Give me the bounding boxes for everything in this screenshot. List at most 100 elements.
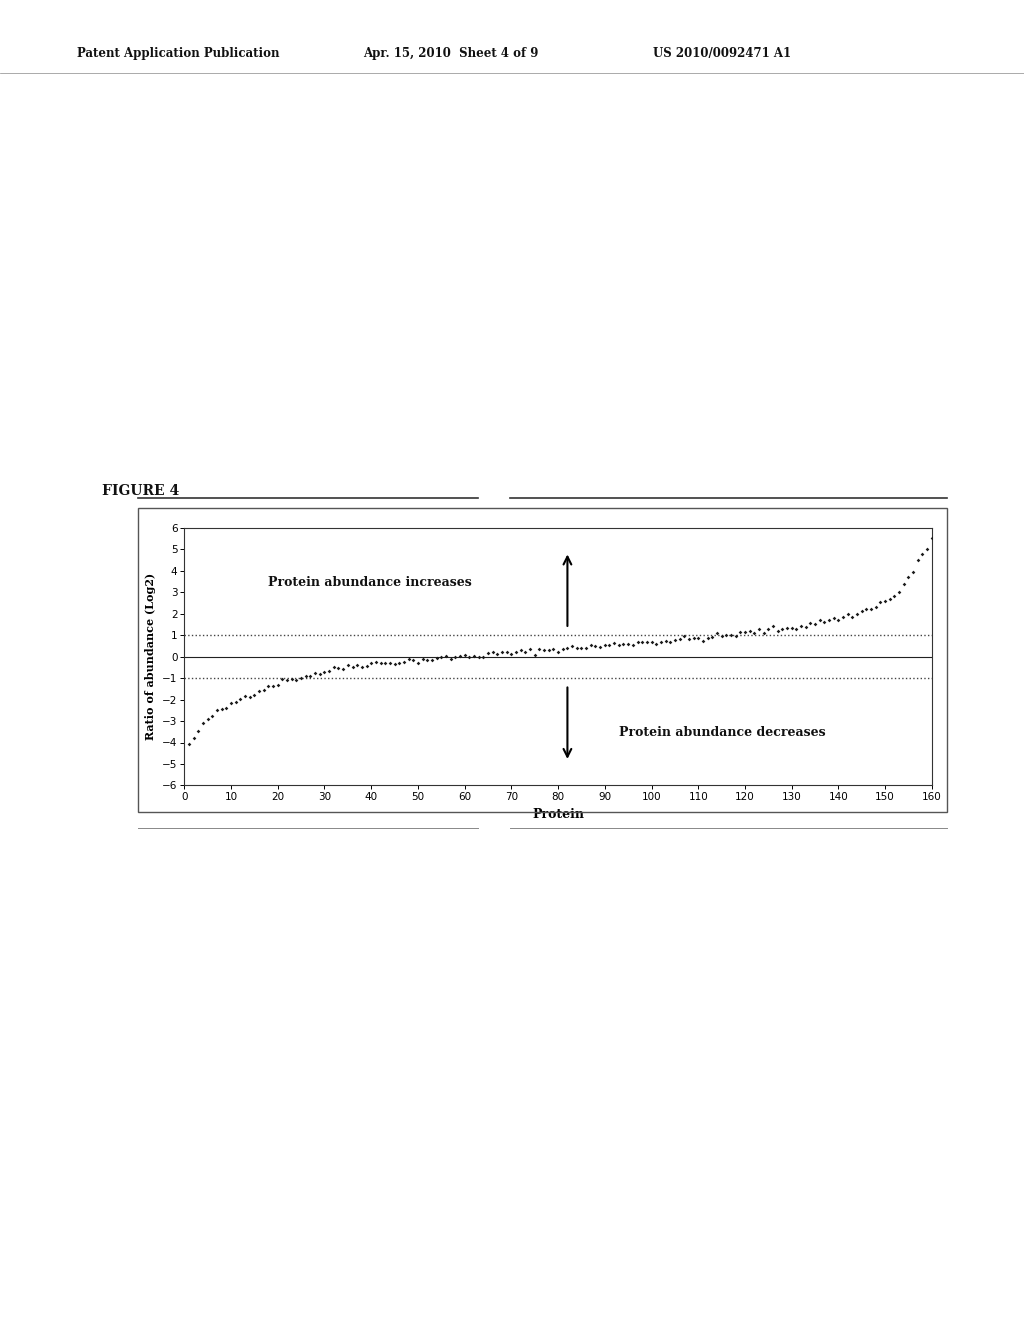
- Point: [788, 619, 805, 640]
- Point: [438, 645, 455, 667]
- Point: [821, 610, 838, 631]
- Point: [293, 667, 309, 688]
- X-axis label: Protein: Protein: [532, 808, 584, 821]
- Point: [256, 680, 272, 701]
- Point: [279, 669, 295, 690]
- Text: FIGURE 4: FIGURE 4: [102, 484, 179, 498]
- Point: [568, 638, 585, 659]
- Point: [662, 631, 678, 652]
- Point: [344, 656, 360, 677]
- Point: [630, 632, 646, 653]
- Point: [307, 663, 324, 684]
- Point: [424, 649, 440, 671]
- Point: [461, 645, 477, 667]
- Point: [643, 631, 659, 652]
- Point: [265, 676, 282, 697]
- Point: [195, 713, 211, 734]
- Point: [783, 618, 800, 639]
- Point: [185, 727, 202, 748]
- Point: [807, 614, 823, 635]
- Point: [690, 628, 707, 649]
- Point: [685, 627, 701, 648]
- Point: [900, 566, 916, 587]
- Point: [218, 697, 234, 718]
- Point: [578, 638, 594, 659]
- Point: [457, 644, 473, 665]
- Point: [699, 627, 716, 648]
- Point: [349, 653, 366, 675]
- Point: [727, 626, 743, 647]
- Point: [830, 610, 847, 631]
- Point: [882, 587, 898, 609]
- Point: [564, 635, 581, 656]
- Point: [428, 647, 444, 668]
- Point: [316, 661, 333, 682]
- Point: [756, 622, 772, 643]
- Text: Apr. 15, 2010  Sheet 4 of 9: Apr. 15, 2010 Sheet 4 of 9: [364, 46, 539, 59]
- Point: [732, 622, 749, 643]
- Point: [610, 635, 627, 656]
- Point: [470, 647, 486, 668]
- Point: [555, 639, 571, 660]
- Point: [648, 634, 665, 655]
- Point: [321, 661, 337, 682]
- Point: [573, 638, 590, 659]
- Point: [298, 665, 314, 686]
- Point: [550, 642, 566, 663]
- Point: [793, 615, 809, 636]
- Point: [227, 690, 244, 711]
- Point: [326, 656, 342, 677]
- Point: [779, 618, 796, 639]
- Point: [639, 631, 655, 652]
- Point: [844, 607, 860, 628]
- Point: [769, 620, 785, 642]
- Point: [872, 591, 889, 612]
- Point: [522, 639, 539, 660]
- Point: [331, 657, 347, 678]
- Point: [606, 632, 623, 653]
- Point: [723, 624, 739, 645]
- Point: [526, 644, 543, 665]
- Point: [494, 642, 510, 663]
- Point: [672, 628, 688, 649]
- Point: [681, 628, 697, 649]
- Point: [760, 619, 776, 640]
- Y-axis label: Ratio of abundance (Log2): Ratio of abundance (Log2): [145, 573, 157, 741]
- Text: US 2010/0092471 A1: US 2010/0092471 A1: [653, 46, 792, 59]
- Point: [503, 643, 519, 664]
- Point: [447, 647, 464, 668]
- Point: [924, 527, 940, 548]
- Point: [204, 706, 220, 727]
- Point: [896, 573, 912, 594]
- Point: [751, 619, 767, 640]
- Point: [284, 668, 300, 689]
- Point: [415, 648, 431, 669]
- Point: [914, 544, 931, 565]
- Point: [798, 616, 814, 638]
- Point: [741, 620, 758, 642]
- Text: Protein abundance decreases: Protein abundance decreases: [618, 726, 825, 739]
- Point: [587, 635, 603, 656]
- Point: [667, 630, 683, 651]
- Point: [517, 642, 534, 663]
- Point: [508, 642, 524, 663]
- Point: [358, 656, 375, 677]
- Point: [891, 581, 907, 602]
- Point: [433, 645, 450, 667]
- Point: [634, 631, 650, 652]
- Point: [840, 603, 856, 624]
- Point: [260, 676, 276, 697]
- Point: [714, 626, 730, 647]
- Point: [368, 652, 384, 673]
- Point: [373, 652, 389, 673]
- Point: [484, 642, 501, 663]
- Point: [559, 638, 575, 659]
- Point: [765, 616, 781, 638]
- Point: [209, 700, 225, 721]
- Point: [652, 631, 669, 652]
- Point: [242, 686, 258, 708]
- Point: [737, 622, 754, 643]
- Point: [592, 636, 608, 657]
- Point: [289, 669, 305, 690]
- Point: [181, 734, 198, 755]
